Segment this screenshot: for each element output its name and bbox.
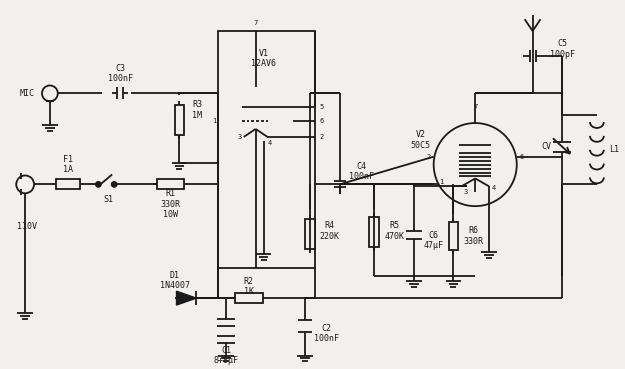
Text: CV: CV	[541, 142, 551, 151]
Text: R1
330R
10W: R1 330R 10W	[161, 189, 181, 219]
Text: C3
100nF: C3 100nF	[107, 64, 132, 83]
Text: D1
1N4007: D1 1N4007	[159, 270, 189, 290]
Text: R6
330R: R6 330R	[463, 226, 483, 245]
Text: R4
220K: R4 220K	[320, 221, 340, 241]
Circle shape	[434, 123, 517, 206]
Text: 7: 7	[254, 20, 258, 26]
Text: 3: 3	[463, 189, 468, 195]
Text: 7: 7	[473, 104, 478, 110]
Text: C5
100pF: C5 100pF	[550, 39, 575, 59]
Text: 110V: 110V	[17, 223, 37, 231]
Bar	[369, 217, 379, 247]
Text: V1
12AV6: V1 12AV6	[251, 49, 276, 69]
Text: F1
1A: F1 1A	[62, 155, 72, 174]
Text: 5: 5	[320, 104, 324, 110]
Bar	[235, 293, 262, 303]
Bar	[157, 179, 184, 189]
Text: 4: 4	[492, 185, 496, 192]
Text: V2
50C5: V2 50C5	[411, 130, 431, 149]
Text: S1: S1	[103, 195, 113, 204]
Text: C4
100nF: C4 100nF	[349, 162, 374, 181]
Circle shape	[42, 86, 58, 101]
Text: L1: L1	[609, 145, 619, 154]
Text: 2: 2	[426, 154, 431, 160]
Text: 2: 2	[320, 134, 324, 140]
Bar	[449, 222, 458, 250]
Text: R5
470K: R5 470K	[384, 221, 404, 241]
Text: C1
8+8μF: C1 8+8μF	[214, 346, 239, 365]
Text: R3
1M: R3 1M	[192, 100, 202, 120]
Circle shape	[112, 182, 117, 187]
Text: R2
1K: R2 1K	[244, 276, 254, 296]
Bar	[56, 179, 79, 189]
Text: MIC: MIC	[20, 89, 35, 98]
Text: C6
47μF: C6 47μF	[424, 231, 444, 251]
Bar	[174, 105, 184, 135]
Text: 1: 1	[212, 118, 216, 124]
Text: 1: 1	[439, 179, 444, 185]
Circle shape	[96, 182, 101, 187]
Circle shape	[218, 87, 293, 163]
Text: 3: 3	[238, 134, 242, 140]
Circle shape	[16, 176, 34, 193]
Polygon shape	[176, 291, 196, 305]
Text: C2
100nF: C2 100nF	[314, 324, 339, 344]
Text: 6: 6	[520, 154, 524, 160]
Text: 4: 4	[268, 140, 272, 146]
Bar	[305, 219, 315, 249]
Text: 6: 6	[320, 118, 324, 124]
Bar	[218, 31, 315, 269]
